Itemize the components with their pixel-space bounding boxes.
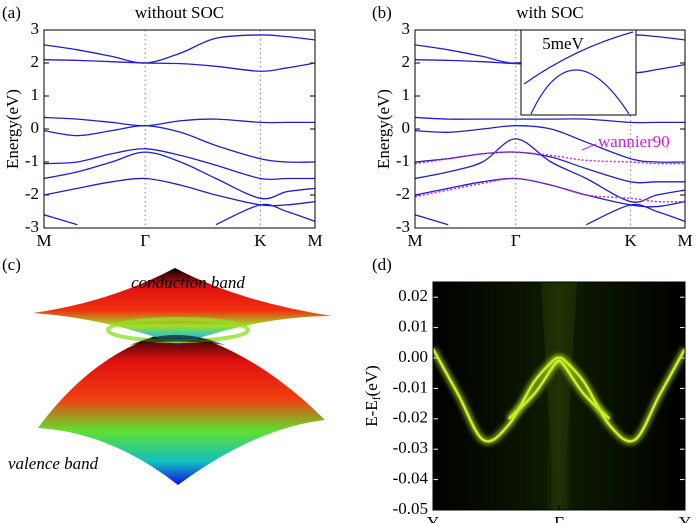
y-tick-label: -0.05 bbox=[393, 499, 428, 518]
y-tick-label: 2 bbox=[402, 52, 411, 71]
x-tick-label: M bbox=[407, 231, 422, 250]
y-tick-label: 0.02 bbox=[398, 286, 428, 305]
band bbox=[44, 59, 315, 72]
band bbox=[415, 138, 685, 203]
y-tick-label: 1 bbox=[402, 85, 411, 104]
y-tick-label: -0.01 bbox=[393, 377, 428, 396]
x-tick-label: Γ bbox=[140, 231, 150, 250]
annotation-leader bbox=[581, 143, 597, 151]
x-tick-label: K bbox=[254, 231, 267, 250]
x-tick-label: M bbox=[677, 231, 692, 250]
y-axis-label: Energy(eV) bbox=[3, 89, 22, 169]
panel-label: (c) bbox=[2, 255, 21, 274]
y-label-sub: f bbox=[369, 396, 383, 400]
annotation: valence band bbox=[8, 454, 99, 473]
y-tick-label: -0.03 bbox=[393, 438, 428, 457]
band bbox=[44, 203, 315, 226]
x-tick-label: M bbox=[36, 231, 51, 250]
y-tick-label: 3 bbox=[31, 19, 40, 38]
band bbox=[507, 359, 611, 420]
y-tick-label: 0.01 bbox=[398, 317, 428, 336]
band bbox=[44, 151, 315, 200]
y-tick-label: -0.04 bbox=[393, 469, 429, 488]
x-tick-label: Γ bbox=[511, 231, 521, 250]
band bbox=[44, 116, 315, 127]
x-tick-label: M bbox=[307, 231, 322, 250]
band bbox=[415, 125, 685, 163]
valence-top bbox=[130, 335, 225, 345]
y-tick-label: -2 bbox=[396, 184, 410, 203]
panel-label: (b) bbox=[372, 3, 392, 22]
annotation: wannier90 bbox=[598, 132, 670, 151]
y-label-main: E-E bbox=[362, 400, 381, 426]
band bbox=[415, 177, 685, 208]
inset-band bbox=[530, 69, 630, 115]
y-tick-label: 1 bbox=[31, 85, 40, 104]
inset-band bbox=[523, 31, 634, 85]
y-tick-label: 0.00 bbox=[398, 347, 428, 366]
x-tick-label: K bbox=[624, 231, 637, 250]
plot-frame bbox=[432, 281, 686, 511]
panel-label: (a) bbox=[2, 3, 21, 22]
y-tick-label: 0 bbox=[31, 118, 40, 137]
plot-frame bbox=[43, 29, 316, 229]
conduction-surface bbox=[33, 268, 332, 345]
y-tick-label: -0.02 bbox=[393, 408, 428, 427]
band bbox=[44, 34, 315, 64]
band bbox=[415, 151, 685, 184]
y-tick-label: -1 bbox=[25, 151, 39, 170]
wannier-band bbox=[415, 151, 685, 165]
band bbox=[44, 148, 315, 181]
y-axis-label: Energy(eV) bbox=[374, 89, 393, 169]
y-tick-label: 0 bbox=[402, 118, 411, 137]
x-tick-label: Y bbox=[427, 513, 439, 523]
y-axis-label: E-Ef(eV) bbox=[362, 365, 383, 427]
x-tick-label: Γ bbox=[554, 513, 564, 523]
x-tick-label: Y bbox=[679, 513, 691, 523]
band bbox=[44, 177, 315, 207]
heatmap-wedge bbox=[541, 282, 577, 510]
band bbox=[415, 116, 685, 124]
inset-label: 5meV bbox=[542, 34, 584, 53]
y-tick-label: -3 bbox=[25, 217, 39, 236]
annotation: conduction band bbox=[131, 273, 245, 292]
y-tick-label: 2 bbox=[31, 52, 40, 71]
chart-title: with SOC bbox=[516, 3, 584, 22]
y-tick-label: 3 bbox=[402, 19, 411, 38]
band bbox=[44, 125, 315, 163]
y-tick-label: -1 bbox=[396, 151, 410, 170]
y-tick-label: -3 bbox=[396, 217, 410, 236]
valence-surface bbox=[38, 330, 325, 485]
band bbox=[415, 203, 685, 226]
y-label-unit: (eV) bbox=[362, 365, 381, 396]
y-tick-label: -2 bbox=[25, 184, 39, 203]
panel-label: (d) bbox=[372, 255, 392, 274]
wannier-band bbox=[415, 177, 685, 203]
chart-title: without SOC bbox=[135, 3, 224, 22]
